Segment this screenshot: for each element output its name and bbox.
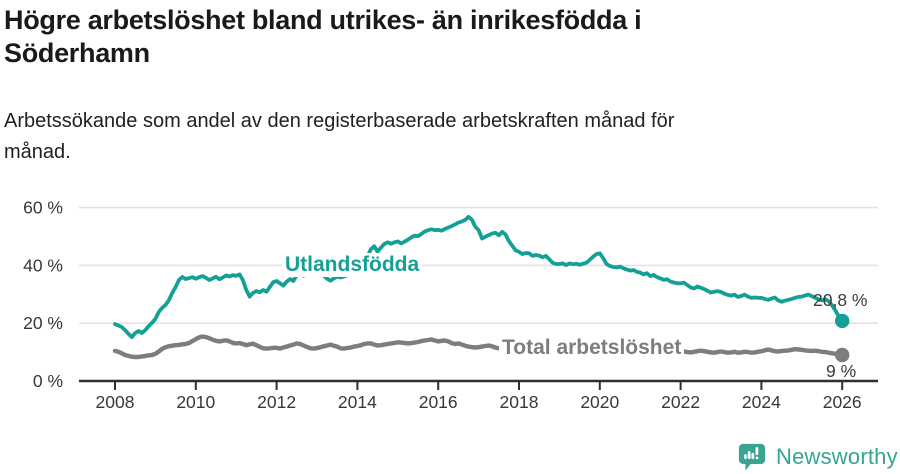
chart-title-line1: Högre arbetslöshet bland utrikes- än inr… [4, 5, 642, 35]
x-tick-label: 2008 [96, 392, 135, 412]
newsworthy-logo: Newsworthy [737, 441, 898, 473]
chart-title-line2: Söderhamn [4, 38, 150, 68]
series-end-dot-total [835, 347, 850, 363]
chart-subtitle-line1: Arbetssökande som andel av den registerb… [4, 110, 675, 132]
series-line-total [112, 334, 845, 360]
end-value-label-total: 9 % [826, 361, 857, 381]
series-line-utlandsfodda [113, 214, 845, 340]
x-tick-label: 2010 [176, 392, 215, 412]
x-tick-label: 2022 [661, 392, 700, 412]
x-tick-label: 2012 [257, 392, 296, 412]
x-tick-label: 2026 [823, 392, 862, 412]
x-tick-label: 2024 [742, 392, 781, 412]
y-tick-label: 60 % [23, 198, 63, 218]
series-label-utlandsfodda: Utlandsfödda [282, 253, 423, 277]
series-label-total-arbetsloshet: Total arbetslöshet [499, 336, 685, 360]
newsworthy-wordmark: Newsworthy [776, 444, 898, 469]
chart-subtitle: Arbetssökande som andel av den registerb… [4, 106, 864, 168]
series-end-dot-utlandsfodda [835, 313, 850, 329]
x-tick-label: 2016 [419, 392, 458, 412]
x-tick-label: 2020 [580, 392, 619, 412]
end-value-label-utlandsfodda: 20,8 % [813, 290, 868, 310]
y-tick-label: 40 % [23, 255, 63, 275]
x-tick-label: 2014 [338, 392, 377, 412]
newsworthy-bubble-icon [738, 443, 766, 471]
y-tick-label: 0 % [33, 371, 63, 391]
x-tick-label: 2018 [500, 392, 539, 412]
y-tick-label: 20 % [23, 313, 63, 333]
chart-subtitle-line2: månad. [4, 141, 71, 163]
chart-title: Högre arbetslöshet bland utrikes- än inr… [4, 4, 864, 70]
